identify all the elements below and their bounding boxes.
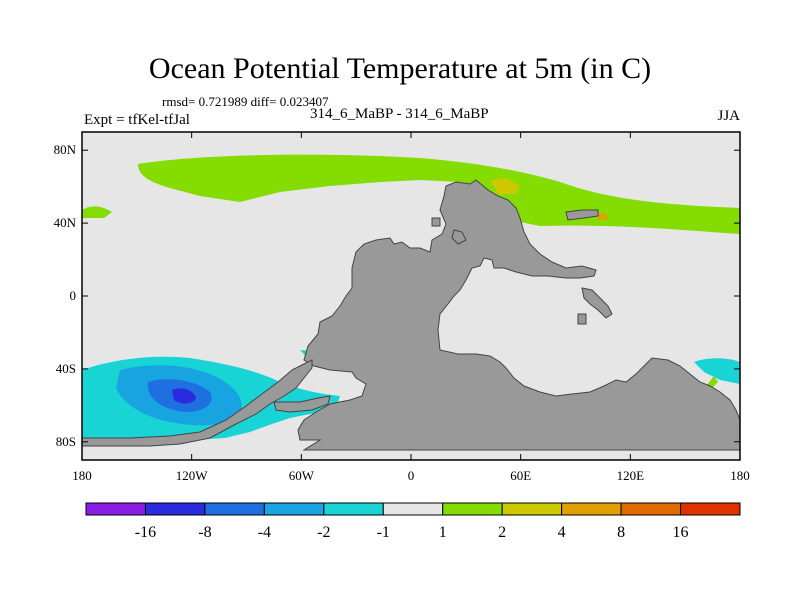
colorbar-label: -1 (377, 524, 390, 541)
colorbar-label: 2 (498, 524, 506, 541)
colorbar-swatch (144, 502, 206, 516)
colorbar-swatch (323, 502, 384, 516)
season-label: JJA (717, 108, 740, 124)
colorbar: -16 -8 -4 -2 -1 1 2 4 8 16 (85, 502, 741, 541)
land-island-ne-1 (565, 209, 599, 221)
anomaly-blue-core-inner (172, 388, 196, 404)
anomaly-positive-east-south (706, 376, 718, 388)
land-masses (81, 179, 741, 451)
anomaly-negative-east (694, 358, 740, 384)
colorbar-label: 8 (617, 524, 625, 541)
colorbar-swatch (382, 502, 444, 516)
case-label: 314_6_MaBP - 314_6_MaBP (310, 106, 489, 122)
land-island-east-1 (581, 287, 613, 319)
colorbar-label: -8 (198, 524, 211, 541)
land-island-mid-1 (451, 229, 467, 245)
lon-tick-label: 180 (72, 468, 92, 483)
land-west-arc (81, 359, 313, 447)
colorbar-swatch (561, 502, 622, 516)
colorbar-swatch (85, 502, 146, 516)
colorbar-label: -2 (317, 524, 330, 541)
colorbar-swatch (620, 502, 682, 516)
colorbar-swatch (263, 502, 325, 516)
anomaly-yellow-north-2 (596, 213, 608, 220)
lat-tick-label: 0 (70, 288, 77, 303)
lat-tick-label: 40S (56, 361, 76, 376)
colorbar-label: 4 (558, 524, 566, 541)
figure-title: Ocean Potential Temperature at 5m (in C) (148, 52, 652, 85)
colorbar-label: 1 (439, 524, 447, 541)
colorbar-swatch (204, 502, 265, 516)
land-island-east-2 (577, 313, 587, 325)
colorbar-swatch (442, 502, 503, 516)
colorbar-label: -4 (258, 524, 271, 541)
land-island-mid-2 (431, 217, 441, 227)
land-small-south (273, 395, 331, 413)
lon-tick-label: 120E (617, 468, 645, 483)
axis-ticks: 80N 40N 0 40S 80S 180 120W 60W 0 60E 120E 180 (54, 132, 750, 483)
lat-tick-label: 80S (56, 434, 76, 449)
anomaly-positive-west (82, 206, 112, 218)
lon-tick-label: 180 (730, 468, 750, 483)
colorbar-label: -16 (135, 524, 156, 541)
colorbar-label: 16 (673, 524, 689, 541)
lon-tick-label: 120W (176, 468, 209, 483)
stats-label: rmsd= 0.721989 diff= 0.023407 (162, 94, 329, 109)
colorbar-swatch (680, 502, 741, 516)
lat-tick-label: 40N (54, 215, 77, 230)
colorbar-swatch (501, 502, 563, 516)
lon-tick-label: 60W (289, 468, 315, 483)
experiment-label: Expt = tfKel-tfJal (84, 112, 190, 128)
lat-tick-label: 80N (54, 142, 77, 157)
lon-tick-label: 60E (510, 468, 531, 483)
lon-tick-label: 0 (408, 468, 415, 483)
land-pangaea (297, 179, 741, 451)
anomaly-yellow-north (490, 178, 520, 194)
